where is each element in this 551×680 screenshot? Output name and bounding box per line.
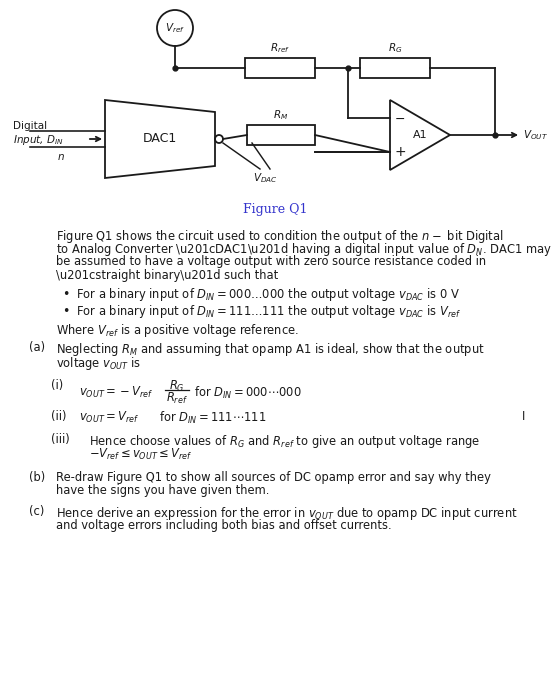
Text: $-V_{ref} \leq v_{OUT} \leq V_{ref}$: $-V_{ref} \leq v_{OUT} \leq V_{ref}$ (89, 447, 192, 462)
Text: Hence choose values of $R_G$ and $R_{ref}$ to give an output voltage range: Hence choose values of $R_G$ and $R_{ref… (89, 434, 480, 450)
Bar (247, 125, 315, 145)
Text: Figure Q1 shows the circuit used to condition the output of the $n-$ bit Digital: Figure Q1 shows the circuit used to cond… (56, 228, 504, 245)
Text: $-$: $-$ (395, 112, 406, 124)
Bar (245, 58, 315, 78)
Text: $V_{DAC}$: $V_{DAC}$ (253, 171, 277, 185)
Text: (a): (a) (29, 341, 45, 354)
Text: I: I (522, 410, 525, 423)
Text: For a binary input of $D_{IN} = 111\ldots111$ the output voltage $v_{DAC}$ is $V: For a binary input of $D_{IN} = 111\ldot… (76, 303, 461, 320)
Text: (ii): (ii) (51, 410, 67, 423)
Text: $V_{OUT}$: $V_{OUT}$ (523, 128, 548, 142)
Text: Re-draw Figure Q1 to show all sources of DC opamp error and say why they: Re-draw Figure Q1 to show all sources of… (56, 471, 491, 483)
Text: $n$: $n$ (57, 152, 65, 162)
Text: voltage $v_{OUT}$ is: voltage $v_{OUT}$ is (56, 355, 141, 372)
Text: Where $V_{ref}$ is a positive voltage reference.: Where $V_{ref}$ is a positive voltage re… (56, 322, 299, 339)
Text: Neglecting $R_M$ and assuming that opamp A1 is ideal, show that the output: Neglecting $R_M$ and assuming that opamp… (56, 341, 485, 358)
Text: Digital: Digital (13, 121, 47, 131)
Text: Input, $D_{IN}$: Input, $D_{IN}$ (13, 133, 64, 147)
Text: $V_{ref}$: $V_{ref}$ (165, 21, 185, 35)
Text: A1: A1 (413, 130, 428, 140)
Text: •: • (62, 288, 69, 301)
Text: to Analog Converter \u201cDAC1\u201d having a digital input value of $D_N$. DAC1: to Analog Converter \u201cDAC1\u201d hav… (56, 241, 551, 258)
Text: Figure Q1: Figure Q1 (243, 203, 307, 216)
Text: $R_{ref}$: $R_{ref}$ (166, 390, 188, 405)
Text: $R_{ref}$: $R_{ref}$ (270, 41, 290, 55)
Text: $v_{OUT} = -V_{ref}$: $v_{OUT} = -V_{ref}$ (79, 384, 154, 400)
Text: For a binary input of $D_{IN} = 000\ldots000$ the output voltage $v_{DAC}$ is 0 : For a binary input of $D_{IN} = 000\ldot… (76, 286, 460, 303)
Bar (360, 58, 430, 78)
Text: for $D_{IN} = 111\cdots111$: for $D_{IN} = 111\cdots111$ (159, 410, 267, 426)
Text: (c): (c) (29, 505, 45, 518)
Text: be assumed to have a voltage output with zero source resistance coded in: be assumed to have a voltage output with… (56, 255, 486, 268)
Text: have the signs you have given them.: have the signs you have given them. (56, 484, 269, 497)
Text: \u201cstraight binary\u201d such that: \u201cstraight binary\u201d such that (56, 269, 278, 282)
Text: and voltage errors including both bias and offset currents.: and voltage errors including both bias a… (56, 519, 392, 532)
Text: $+$: $+$ (394, 145, 406, 159)
Text: $R_G$: $R_G$ (169, 379, 185, 394)
Text: $R_M$: $R_M$ (273, 108, 289, 122)
Text: $v_{OUT} = V_{ref}$: $v_{OUT} = V_{ref}$ (79, 410, 139, 425)
Text: DAC1: DAC1 (143, 133, 177, 146)
Text: Hence derive an expression for the error in $v_{OUT}$ due to opamp DC input curr: Hence derive an expression for the error… (56, 505, 518, 522)
Text: for $D_{IN} = 000\cdots000$: for $D_{IN} = 000\cdots000$ (194, 384, 302, 401)
Text: (i): (i) (51, 379, 63, 392)
Text: •: • (62, 305, 69, 318)
Text: (iii): (iii) (51, 434, 70, 447)
Text: $R_G$: $R_G$ (388, 41, 402, 55)
Text: (b): (b) (29, 471, 45, 483)
